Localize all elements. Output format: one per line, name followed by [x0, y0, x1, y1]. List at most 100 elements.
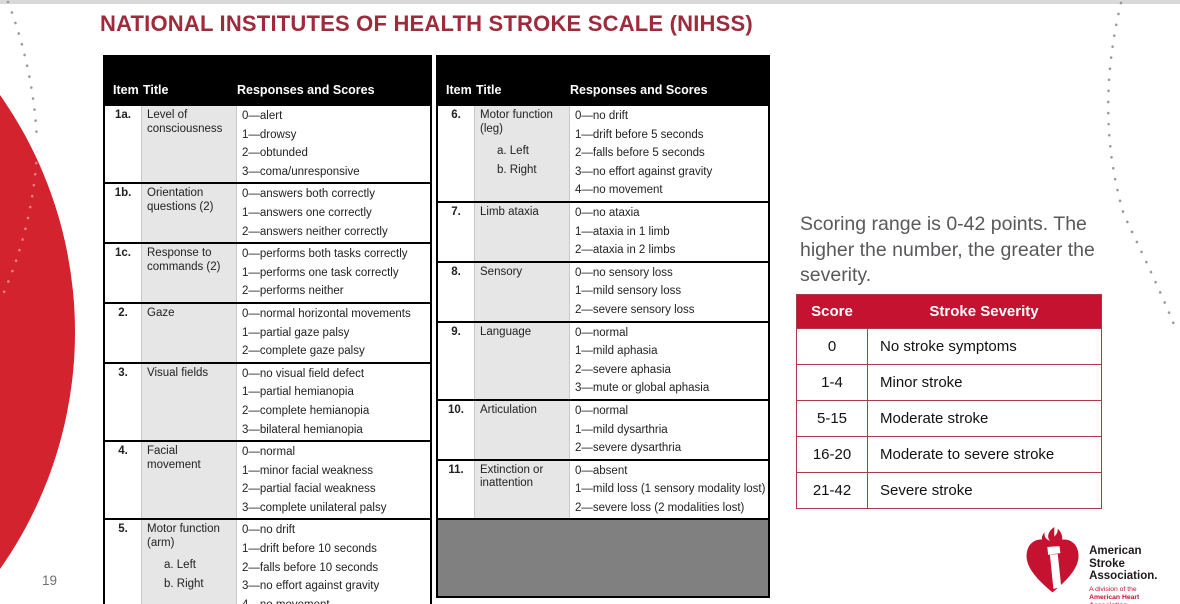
severity-table-header: Score Stroke Severity [797, 295, 1101, 328]
item-title: Limb ataxia [474, 202, 570, 261]
page-number: 19 [42, 573, 58, 588]
response-line: 4—no movement [242, 596, 430, 604]
item-number: 1b. [114, 187, 132, 200]
item-title-text: Sensory [480, 265, 523, 278]
response-line: 3—coma/unresponsive [242, 165, 360, 178]
item-title-text: Limb ataxia [480, 205, 539, 218]
response-line: 1—answers one correctly [242, 206, 372, 219]
severity-header-score: Score [811, 303, 853, 320]
severity-label: No stroke symptoms [867, 329, 1101, 364]
item-responses: 0—normal 1—minor facial weakness 2—partial… [237, 442, 430, 518]
item-responses: 0—answers both correctly 1—answers one co… [237, 184, 430, 242]
header-responses: Responses and Scores [570, 83, 708, 97]
item-title-text: Facial movement [147, 445, 201, 471]
severity-row: 21-42 Severe stroke [797, 472, 1101, 508]
item-responses: 0—performs both tasks correctly 1—perform… [237, 244, 430, 302]
nihss-row: 2. Gaze 0—normal horizontal movements 1—par… [105, 301, 430, 362]
response-line: 2—ataxia in 2 limbs [575, 244, 676, 257]
item-responses: 0—absent 1—mild loss (1 sensory modality … [570, 461, 768, 519]
item-title: Articulation [474, 400, 570, 459]
response-line: 0—alert [242, 110, 283, 122]
response-line: 2—severe loss (2 modalities lost) [575, 501, 745, 514]
logo-division-line-2: American Heart Association. [1089, 593, 1140, 604]
header-item: Item [113, 83, 139, 97]
table-header: Item Title Responses and Scores [105, 57, 430, 106]
heart-torch-icon [1026, 526, 1079, 593]
nihss-row: 8. Sensory 0—no sensory loss 1—mild sensory… [438, 260, 768, 321]
response-line: 1—mild sensory loss [575, 285, 682, 298]
response-line: 2—partial facial weakness [242, 483, 376, 496]
item-title-text: Motor function (arm) [147, 523, 220, 549]
item-title-text: Orientation questions (2) [147, 187, 214, 213]
response-line: 2—falls before 10 seconds [242, 561, 379, 574]
response-line: 3—no effort against gravity [575, 165, 713, 178]
response-line: 0—normal horizontal movements [242, 307, 411, 320]
item-title-text: Language [480, 325, 532, 338]
response-line: 1—minor facial weakness [242, 464, 374, 477]
asa-logo-text: American Stroke Association. A division … [1089, 523, 1180, 604]
response-line: 3—bilateral hemianopia [242, 423, 363, 436]
response-line: 0—normal [575, 404, 629, 417]
item-number: 7. [451, 205, 461, 218]
item-subitem: b. Right [164, 578, 204, 591]
response-line: 0—no ataxia [575, 206, 640, 219]
response-line: 0—absent [575, 464, 628, 477]
item-title-text: Motor function (leg) [480, 109, 553, 135]
severity-label: Minor stroke [867, 365, 1101, 400]
response-line: 1—mild aphasia [575, 345, 658, 358]
response-line: 0—answers both correctly [242, 188, 375, 201]
response-line: 0—no sensory loss [575, 266, 673, 279]
header-title: Title [143, 83, 169, 97]
item-number: 5. [118, 523, 128, 536]
logo-line-2: Stroke [1089, 557, 1125, 570]
item-number: 11. [448, 463, 464, 476]
item-responses: 0—alert 1—drowsy 2—obtunded 3—coma/unrespon… [237, 106, 430, 182]
response-line: 0—performs both tasks correctly [242, 248, 408, 261]
nihss-row: 5. Motor function (arm) a. Left b. Right 0—n… [105, 518, 430, 604]
item-responses: 0—normal 1—mild dysarthria 2—severe dysart… [570, 401, 768, 459]
nihss-row: 7. Limb ataxia 0—no ataxia 1—ataxia in 1 li… [438, 200, 768, 261]
response-line: 0—no drift [575, 110, 629, 122]
item-number: 1c. [115, 247, 131, 260]
response-line: 1—partial hemianopia [242, 386, 354, 399]
severity-row: 16-20 Moderate to severe stroke [797, 436, 1101, 472]
item-title: Sensory [474, 262, 570, 321]
response-line: 2—severe dysarthria [575, 442, 682, 455]
response-line: 2—severe sensory loss [575, 303, 695, 316]
item-title-text: Extinction or inattention [480, 463, 544, 490]
logo-line-3: Association. [1089, 570, 1158, 582]
item-title: Facial movement [141, 442, 237, 519]
scoring-note: Scoring range is 0-42 points. The higher… [800, 213, 1095, 286]
nihss-table-right: Item Title Responses and Scores 6. Motor … [436, 55, 770, 598]
item-title-text: Gaze [147, 306, 175, 319]
nihss-row: 9. Language 0—normal 1—mild aphasia 2—severe… [438, 320, 768, 399]
response-line: 1—mild dysarthria [575, 423, 668, 436]
item-responses: 0—normal horizontal movements 1—partial g… [237, 304, 430, 362]
item-number: 3. [118, 366, 128, 379]
logo-line-1: American [1089, 545, 1142, 557]
severity-row: 5-15 Moderate stroke [797, 400, 1101, 436]
nihss-row: 1b. Orientation questions (2) 0—answers bo… [105, 182, 430, 243]
severity-row: 1-4 Minor stroke [797, 364, 1101, 400]
table-filler-block [438, 518, 768, 596]
top-strip [0, 0, 1180, 4]
severity-score: 21-42 [812, 482, 852, 499]
response-line: 2—complete hemianopia [242, 404, 370, 417]
severity-header-label: Stroke Severity [929, 303, 1039, 320]
severity-row: 0 No stroke symptoms [797, 328, 1101, 364]
item-responses: 0—no visual field defect 1—partial hemian… [237, 364, 430, 440]
response-line: 1—drift before 10 seconds [242, 543, 377, 556]
table-rows: 6. Motor function (leg) a. Left b. Right 0—n… [438, 106, 768, 596]
item-responses: 0—normal 1—mild aphasia 2—severe aphasia 3—… [570, 323, 768, 399]
item-number: 4. [118, 445, 128, 458]
item-subitem: a. Left [497, 145, 529, 157]
response-line: 2—severe aphasia [575, 363, 671, 376]
response-line: 0—normal [575, 326, 629, 339]
item-title: Orientation questions (2) [141, 184, 237, 243]
table-rows: 1a. Level of consciousness 0—alert 1—drowsy… [105, 106, 430, 604]
severity-table: Score Stroke Severity 0 No stroke symptom… [796, 294, 1102, 509]
header-responses: Responses and Scores [237, 83, 375, 97]
item-number: 1a. [115, 109, 131, 121]
item-number: 6. [451, 109, 461, 121]
response-line: 4—no movement [575, 184, 663, 197]
